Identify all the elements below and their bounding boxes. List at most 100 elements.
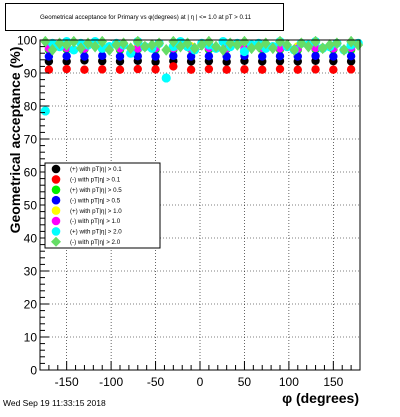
legend: (+) with pT|η| > 0.1 (-) with pT|η| > 0.1… [44, 162, 161, 249]
data-point [62, 64, 71, 74]
y-tick-label: 10 [24, 331, 38, 345]
legend-marker [51, 206, 61, 215]
legend-box [44, 162, 161, 249]
legend-label: (+) with pT|η| > 2.0 [70, 229, 122, 236]
data-point [303, 40, 314, 53]
y-tick-label: 90 [24, 67, 38, 81]
x-tick-label: 100 [279, 375, 299, 389]
data-point [232, 38, 243, 51]
data-point [311, 65, 320, 74]
data-point [329, 52, 338, 61]
axes: -150 -100 -50 0 50 100 150 0 10 20 30 40 50 60 70 80 90 1… [17, 34, 361, 389]
legend-marker [51, 185, 61, 195]
y-tick-label: 30 [24, 265, 38, 279]
legend-label: (+) with pT|η| > 0.5 [70, 187, 122, 194]
data-point [47, 38, 58, 48]
data-point [311, 51, 320, 61]
data-point [317, 42, 328, 55]
data-point [289, 43, 300, 56]
y-tick-label: 50 [24, 199, 38, 213]
data-point [239, 46, 250, 57]
title-box: Geometrical acceptance for Primary vs φ(… [5, 3, 284, 31]
data-point [97, 43, 107, 53]
data-point [83, 37, 93, 50]
legend-marker [51, 164, 61, 174]
legend-label: (-) with pT|η| > 0.5 [70, 197, 121, 204]
data-point [98, 51, 107, 61]
data-point [267, 42, 278, 55]
data-point [75, 42, 86, 55]
data-point [104, 43, 115, 56]
data-point [218, 43, 229, 56]
data-point [353, 38, 364, 51]
data-point [222, 52, 231, 61]
x-tick-label: 50 [238, 375, 252, 389]
data-point [331, 37, 342, 50]
data-point [69, 45, 79, 55]
series-4 [44, 51, 356, 61]
data-point [282, 38, 293, 51]
y-tick-label: 60 [24, 166, 38, 180]
data-point [258, 65, 267, 74]
data-point [61, 38, 72, 51]
data-point [346, 51, 356, 61]
legend-marker [51, 227, 61, 236]
legend-label: (+) with pT|η| > 0.1 [70, 166, 122, 173]
y-tick-label: 40 [24, 232, 38, 246]
data-point [175, 40, 186, 53]
data-point [189, 42, 200, 55]
x-tick-label: -100 [99, 375, 123, 389]
series-layer [40, 35, 364, 116]
legend-label: (-) with pT|η| > 1.0 [70, 218, 121, 225]
data-point [218, 37, 228, 47]
y-tick-label: 100 [17, 34, 37, 48]
data-point [133, 64, 142, 74]
data-point [186, 52, 196, 61]
data-point [222, 65, 231, 74]
data-point [196, 38, 207, 51]
data-point [169, 51, 178, 61]
data-point [311, 43, 320, 53]
data-point [115, 52, 125, 61]
data-point [115, 65, 125, 74]
data-point [161, 43, 172, 56]
y-tick-label: 0 [30, 364, 37, 378]
legend-label: (+) with pT|η| > 1.0 [70, 208, 122, 215]
data-point [47, 43, 58, 56]
legend-label: (-) with pT|η| > 2.0 [70, 239, 121, 246]
y-tick-label: 20 [24, 298, 38, 312]
x-axis-label: φ (degrees) [282, 390, 359, 406]
x-tick-label: -150 [55, 375, 79, 389]
data-point [293, 52, 302, 61]
data-point [40, 106, 50, 116]
data-point [80, 52, 89, 61]
data-point [62, 51, 71, 61]
data-point [293, 65, 302, 74]
data-point [253, 40, 264, 53]
timestamp: Wed Sep 19 11:33:15 2018 [3, 398, 106, 408]
data-point [125, 42, 136, 55]
y-tick-label: 80 [24, 100, 38, 114]
data-point [204, 51, 214, 61]
data-point [90, 40, 101, 53]
data-point [240, 65, 249, 74]
data-point [275, 64, 285, 74]
data-point [204, 64, 214, 74]
x-tick-label: -50 [147, 375, 165, 389]
x-tick-label: 150 [323, 375, 343, 389]
data-point [133, 44, 142, 53]
data-point [169, 62, 178, 71]
data-point [211, 40, 221, 53]
x-tick-label: 0 [197, 375, 204, 389]
y-axis-label: Geometrical acceptance (%) [7, 47, 23, 234]
data-point [258, 52, 267, 61]
data-point [339, 43, 349, 56]
chart-title: Geometrical acceptance for Primary vs φ(… [39, 14, 252, 21]
data-point [44, 52, 54, 61]
legend-marker [51, 216, 61, 226]
data-point [133, 51, 142, 61]
y-tick-label: 70 [24, 133, 38, 147]
data-point [186, 65, 196, 74]
